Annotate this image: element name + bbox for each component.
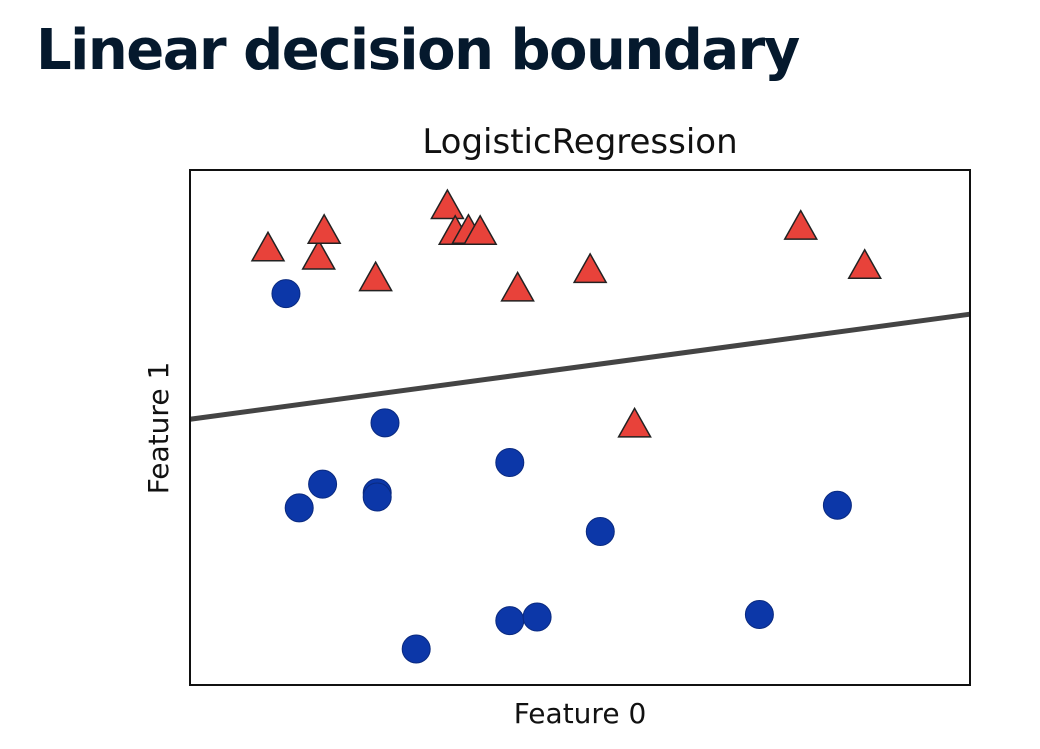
- data-point-triangle: [617, 406, 652, 438]
- data-point-triangle: [847, 248, 882, 280]
- data-point-circle: [362, 482, 392, 512]
- data-point-circle: [495, 448, 525, 478]
- chart-title: LogisticRegression: [422, 122, 737, 162]
- decision-boundary-line: [189, 311, 971, 422]
- data-point-triangle: [462, 214, 498, 246]
- data-point-circle: [308, 469, 338, 499]
- data-point-circle: [585, 517, 615, 547]
- data-point-triangle: [500, 270, 535, 302]
- plot-area: [189, 188, 971, 664]
- data-point-circle: [822, 490, 852, 520]
- data-point-triangle: [430, 188, 465, 220]
- data-point-triangle: [250, 230, 286, 262]
- data-point-circle: [522, 602, 552, 632]
- data-point-circle: [370, 408, 400, 438]
- slide-title: Linear decision boundary: [36, 18, 800, 83]
- data-point-circle: [271, 279, 301, 309]
- data-point-circle: [284, 493, 314, 523]
- data-point-triangle: [301, 238, 336, 270]
- data-point-triangle: [358, 260, 393, 292]
- x-axis-label: Feature 0: [514, 697, 647, 730]
- data-point-circle: [495, 606, 525, 636]
- data-point-triangle: [572, 252, 608, 284]
- data-point-circle: [744, 599, 774, 629]
- y-axis-label: Feature 1: [142, 362, 175, 495]
- data-point-triangle: [783, 209, 819, 240]
- data-point-triangle: [306, 213, 342, 244]
- plot-frame: [189, 169, 971, 686]
- data-point-circle: [401, 634, 431, 664]
